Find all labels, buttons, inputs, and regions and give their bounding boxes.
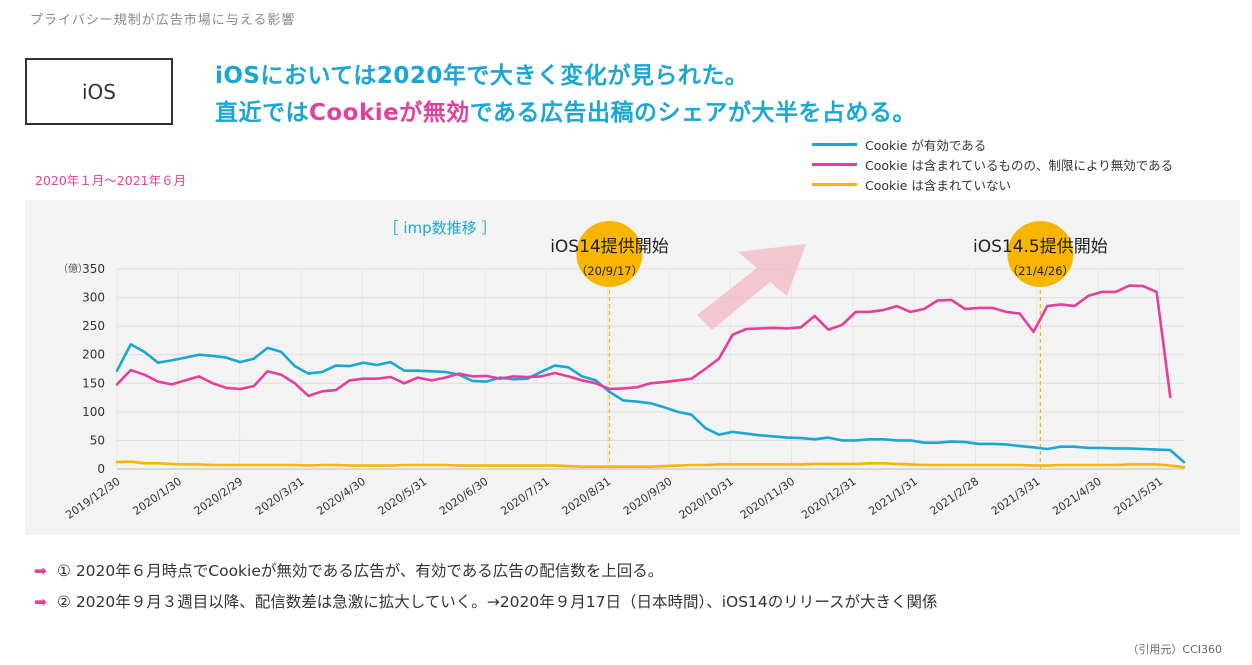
headline-line-2: 直近ではCookieが無効である広告出稿のシェアが大半を占める。 bbox=[215, 93, 916, 127]
x-tick-label: 2020/10/31 bbox=[677, 475, 736, 522]
legend-swatch-no-cookie bbox=[812, 182, 857, 186]
legend-swatch-cookie-restricted bbox=[812, 162, 857, 166]
headline-2-pre: 直近では bbox=[215, 100, 309, 126]
x-tick-label: 2020/7/31 bbox=[498, 475, 552, 518]
y-tick-label: 350 bbox=[82, 262, 105, 276]
series-line bbox=[115, 343, 1186, 464]
y-tick-label: 300 bbox=[82, 291, 105, 305]
note-text-2: ② 2020年９月３週目以降、配信数差は急激に拡大していく。→2020年９月17… bbox=[57, 593, 938, 611]
y-tick-label: 100 bbox=[82, 405, 105, 419]
y-axis-unit-label: （億） bbox=[58, 262, 88, 275]
x-tick-label: 2021/4/30 bbox=[1050, 475, 1104, 518]
x-tick-label: 2021/5/31 bbox=[1112, 475, 1166, 518]
series-lines bbox=[115, 284, 1186, 469]
right-arrow-icon: ➡ bbox=[34, 593, 47, 611]
period-label: 2020年１月～2021年６月 bbox=[35, 173, 187, 188]
annotations: iOS14提供開始 （20/9/17） iOS14.5提供開始 （21/4/26） bbox=[550, 237, 1108, 278]
x-tick-label: 2021/2/28 bbox=[928, 475, 982, 518]
os-label: iOS bbox=[82, 79, 116, 104]
headline-2-post: である広告出稿のシェアが大半を占める。 bbox=[469, 100, 917, 126]
legend-label-cookie-enabled: Cookie が有効である bbox=[865, 137, 987, 153]
series-line bbox=[115, 460, 1186, 469]
note-text-1: ① 2020年６月時点でCookieが無効である広告が、有効である広告の配信数を… bbox=[57, 562, 664, 580]
y-tick-label: 50 bbox=[90, 433, 105, 447]
chart-legend: Cookie が有効である Cookie は含まれているものの、制限により無効で… bbox=[812, 134, 1173, 194]
annotation-label: iOS14提供開始 bbox=[550, 237, 669, 257]
legend-label-cookie-restricted: Cookie は含まれているものの、制限により無効である bbox=[865, 157, 1174, 173]
x-tick-label: 2021/3/31 bbox=[989, 475, 1043, 518]
gridlines bbox=[116, 268, 1184, 470]
note-bullet-2: ➡ ② 2020年９月３週目以降、配信数差は急激に拡大していく。→2020年９月1… bbox=[34, 590, 938, 612]
legend-item-no-cookie: Cookie は含まれていない bbox=[812, 174, 1173, 194]
x-tick-label: 2021/1/31 bbox=[866, 475, 920, 518]
legend-swatch-cookie-enabled bbox=[812, 142, 857, 146]
x-tick-label: 2020/2/29 bbox=[192, 475, 246, 518]
x-tick-label: 2020/1/30 bbox=[130, 475, 184, 518]
legend-item-cookie-restricted: Cookie は含まれているものの、制限により無効である bbox=[812, 154, 1173, 174]
x-tick-label: 2020/4/30 bbox=[314, 475, 368, 518]
annotation-decor bbox=[576, 221, 1074, 469]
legend-item-cookie-enabled: Cookie が有効である bbox=[812, 134, 1173, 154]
x-tick-label: 2020/6/30 bbox=[437, 475, 491, 518]
page-title: プライバシー規制が広告市場に与える影響 bbox=[30, 13, 296, 28]
x-tick-label: 2020/11/30 bbox=[738, 475, 797, 522]
note-bullet-1: ➡ ① 2020年６月時点でCookieが無効である広告が、有効である広告の配信数… bbox=[34, 559, 663, 581]
x-tick-label: 2020/12/31 bbox=[799, 475, 858, 522]
headline-line-1: iOSにおいては2020年で大きく変化が見られた。 bbox=[215, 63, 749, 89]
x-tick-label: 2020/3/31 bbox=[253, 475, 307, 518]
x-tick-label: 2020/9/30 bbox=[621, 475, 675, 518]
annotation-marker bbox=[576, 221, 643, 287]
y-tick-label: 200 bbox=[82, 348, 105, 362]
x-tick-label: 2020/5/31 bbox=[376, 475, 430, 518]
headline-2-highlight: Cookieが無効 bbox=[309, 100, 470, 126]
legend-label-no-cookie: Cookie は含まれていない bbox=[865, 177, 1012, 193]
chart-title: ［ imp数推移 ］ bbox=[384, 219, 497, 237]
annotation-date: （21/4/26） bbox=[1007, 264, 1074, 278]
y-tick-label: 150 bbox=[82, 376, 105, 390]
trend-arrow-icon bbox=[697, 244, 806, 330]
x-tick-label: 2020/8/31 bbox=[560, 475, 614, 518]
y-tick-label: 0 bbox=[97, 462, 105, 476]
series-line bbox=[115, 284, 1172, 399]
source-credit: （引用元）CCI360 bbox=[1127, 643, 1222, 656]
annotation-marker bbox=[1007, 221, 1074, 287]
right-arrow-icon: ➡ bbox=[34, 562, 47, 580]
os-label-box: iOS bbox=[25, 58, 173, 125]
x-tick-label: 2019/12/30 bbox=[63, 475, 122, 522]
y-tick-label: 250 bbox=[82, 319, 105, 333]
annotation-label: iOS14.5提供開始 bbox=[973, 237, 1108, 257]
annotation-date: （20/9/17） bbox=[576, 264, 643, 278]
